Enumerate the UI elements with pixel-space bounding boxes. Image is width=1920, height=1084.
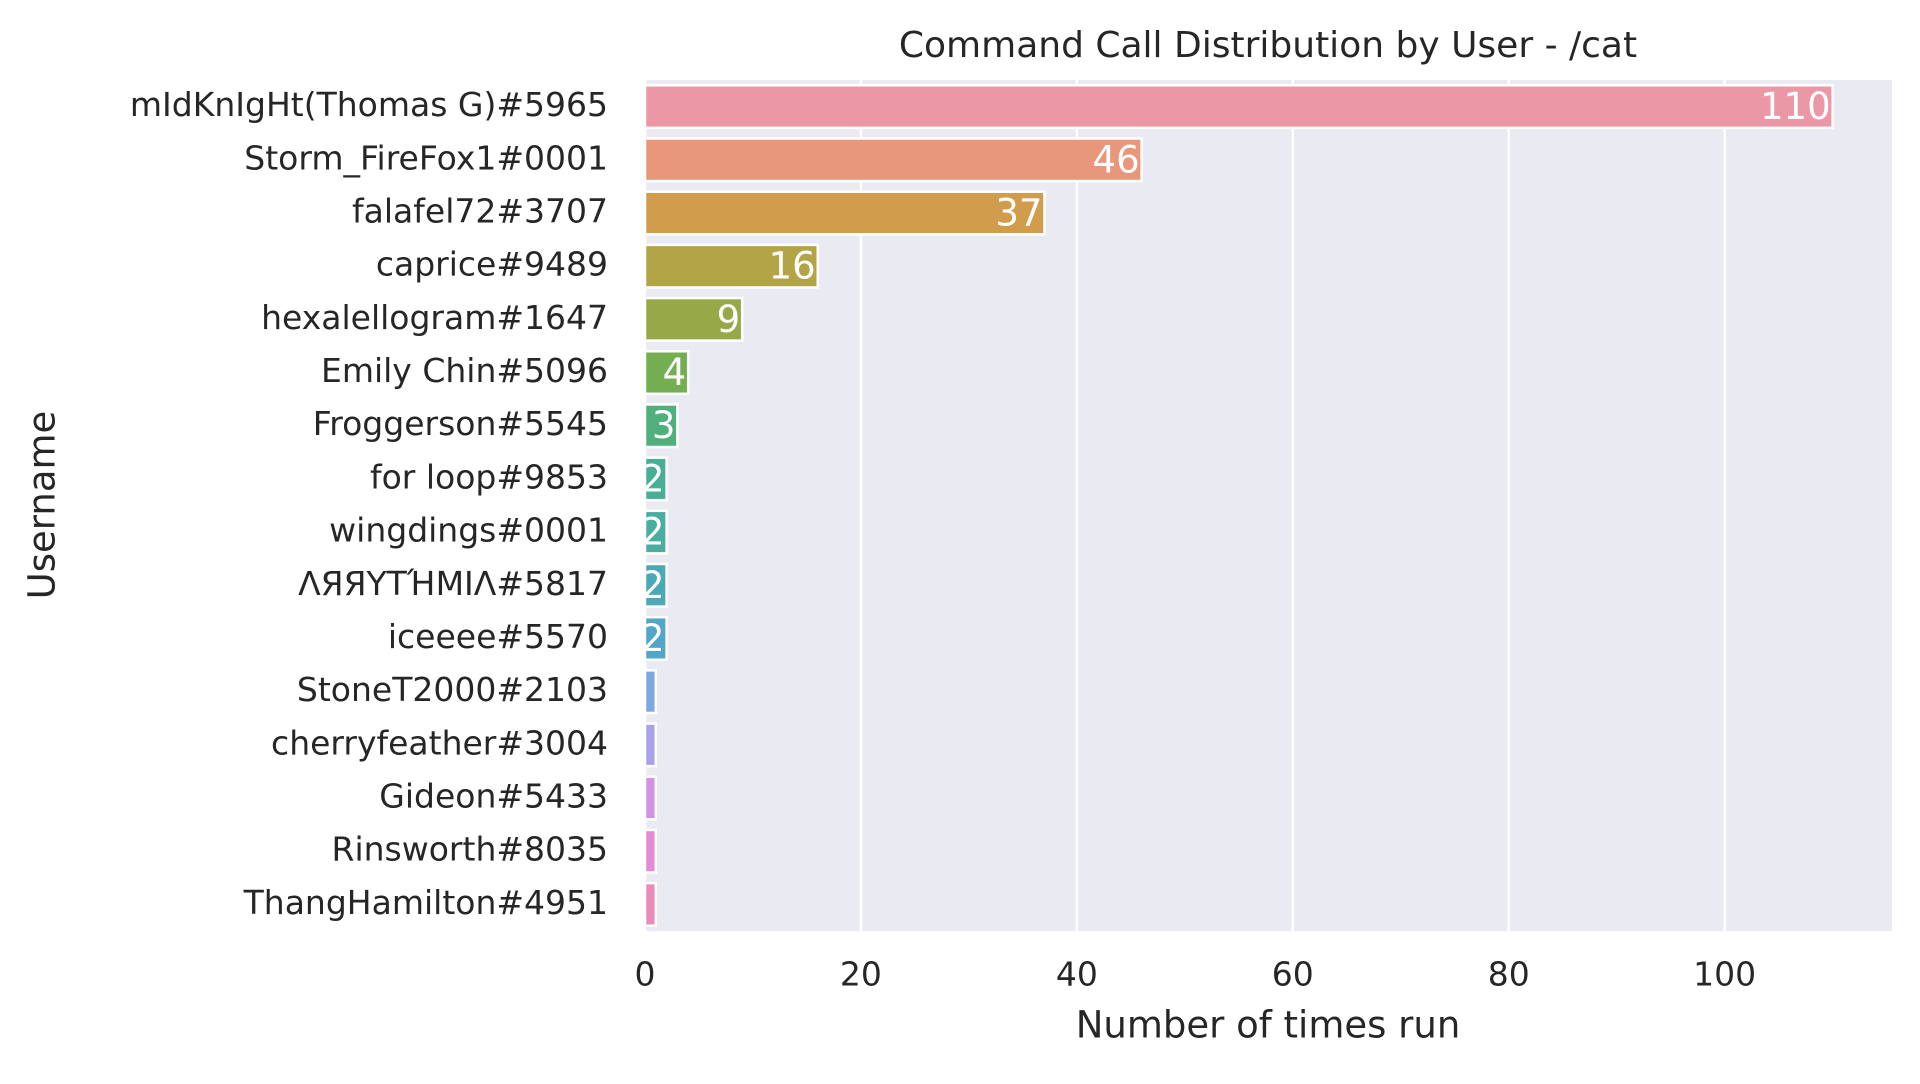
bar [643,190,1046,236]
y-tick-label: Froggerson#5545 [313,404,608,443]
y-tick-label: StoneT2000#2103 [297,670,608,709]
y-tick-label: mIdKnIgHt(Thomas G)#5965 [130,85,608,124]
chart-title: Command Call Distribution by User - /cat [899,25,1637,66]
bar [643,137,1143,183]
data-label: 46 [1093,138,1140,181]
y-tick-label: hexalellogram#1647 [261,298,608,337]
data-label: 9 [717,298,741,341]
data-label: 4 [663,351,687,394]
bar [643,456,668,502]
x-tick-label: 0 [635,955,656,994]
x-axis-label: Number of times run [1076,1004,1461,1047]
bar [643,828,658,874]
data-label: 2 [641,564,665,607]
y-tick-label: ΛЯЯΥΤΉΜΙΛ#5817 [298,564,608,603]
y-tick-label: Storm_FireFox1#0001 [244,138,608,177]
bar [643,350,690,396]
y-tick-label: Emily Chin#5096 [321,351,608,390]
y-axis-label: Username [21,411,64,600]
data-label: 37 [995,191,1042,234]
x-tick-label: 20 [840,955,882,994]
data-label: 2 [641,457,665,500]
data-label: 2 [641,617,665,660]
bar [643,775,658,821]
y-tick-label: cherryfeather#3004 [271,723,608,762]
x-tick-label: 40 [1056,955,1098,994]
y-tick-label: falafel72#3707 [352,191,608,230]
bar [643,562,668,608]
bar [643,615,668,661]
bar [643,243,819,289]
bar [643,296,744,342]
y-tick-label: for loop#9853 [370,457,608,496]
y-tick-label: iceeee#5570 [388,617,608,656]
y-tick-label: ThangHamilton#4951 [243,883,608,922]
bar [643,669,658,715]
bar [643,509,668,555]
data-label: 3 [652,404,676,447]
y-tick-label: Gideon#5433 [379,777,608,816]
data-label: 16 [769,245,816,288]
y-tick-label: wingdings#0001 [329,511,608,550]
y-tick-label: Rinsworth#8035 [332,830,608,869]
x-tick-label: 100 [1693,955,1756,994]
data-label: 110 [1760,85,1831,128]
bar [643,722,658,768]
x-tick-label: 60 [1272,955,1314,994]
x-tick-label: 80 [1488,955,1530,994]
bar [643,403,679,449]
y-tick-label: caprice#9489 [376,245,608,284]
bar [643,84,1834,130]
data-label: 2 [641,511,665,554]
bar [643,881,658,927]
